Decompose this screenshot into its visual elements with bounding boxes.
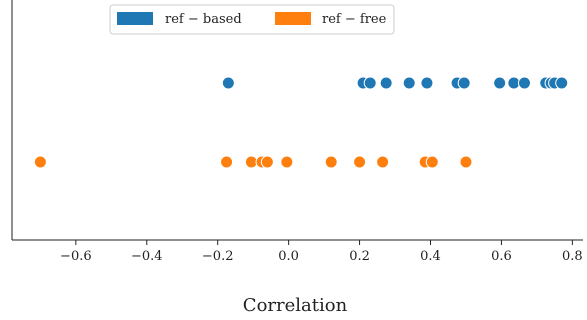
data-point-series-1 (33, 155, 47, 169)
legend-swatch-ref-free (275, 12, 311, 25)
x-axis-label: Correlation (243, 295, 348, 316)
x-tick-label: 0.0 (278, 249, 299, 264)
data-point-series-0 (221, 76, 235, 90)
legend-frame (109, 4, 395, 35)
data-point-series-0 (493, 76, 507, 90)
data-point-series-1 (425, 155, 439, 169)
data-points (33, 76, 569, 169)
data-point-series-0 (402, 76, 416, 90)
x-tick-label: −0.4 (131, 249, 163, 264)
data-point-series-0 (517, 76, 531, 90)
data-point-series-1 (324, 155, 338, 169)
data-point-series-1 (376, 155, 390, 169)
legend: ref − based ref − free (109, 4, 395, 35)
data-point-series-1 (459, 155, 473, 169)
x-tick-label: 0.4 (420, 249, 441, 264)
legend-label-ref-free: ref − free (322, 12, 387, 27)
x-ticks: −0.6 −0.4 −0.2 0.0 0.2 0.4 0.6 0.8 (60, 240, 583, 264)
x-tick-label: −0.6 (60, 249, 92, 264)
data-point-series-1 (353, 155, 367, 169)
data-point-series-0 (457, 76, 471, 90)
x-tick-label: 0.2 (349, 249, 370, 264)
data-point-series-1 (260, 155, 274, 169)
x-tick-label: −0.2 (202, 249, 234, 264)
x-tick-label: 0.6 (491, 249, 512, 264)
plot-area (11, 0, 583, 241)
data-point-series-1 (280, 155, 294, 169)
data-point-series-0 (379, 76, 393, 90)
legend-swatch-ref-based (117, 12, 153, 25)
data-point-series-0 (420, 76, 434, 90)
x-tick-label: 0.8 (562, 249, 583, 264)
data-point-series-0 (555, 76, 569, 90)
data-point-series-0 (363, 76, 377, 90)
data-point-series-1 (220, 155, 234, 169)
legend-label-ref-based: ref − based (165, 12, 242, 27)
